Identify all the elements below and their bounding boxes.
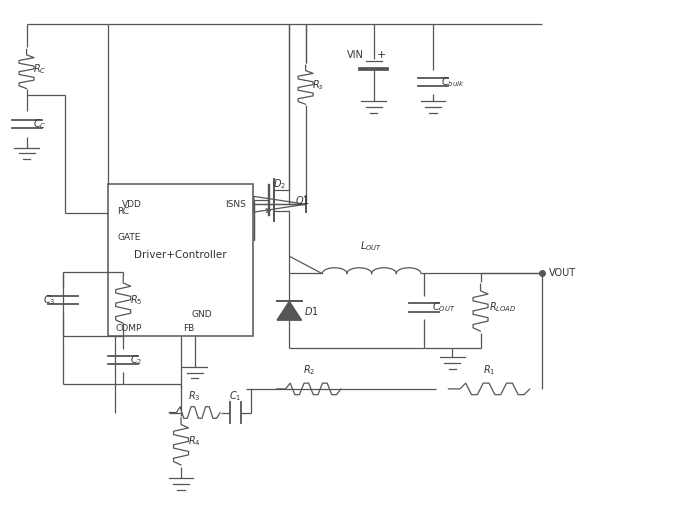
Text: $R_s$: $R_s$: [312, 78, 325, 92]
Text: RC: RC: [117, 207, 129, 216]
Text: $D1$: $D1$: [304, 305, 319, 317]
Text: $R_3$: $R_3$: [188, 389, 201, 403]
Text: $R_C$: $R_C$: [33, 62, 47, 76]
Text: $R_4$: $R_4$: [188, 434, 201, 448]
Text: $L_{OUT}$: $L_{OUT}$: [361, 239, 383, 252]
Text: $R_2$: $R_2$: [303, 363, 315, 377]
Text: COMP: COMP: [115, 324, 141, 333]
Text: $C_{bulk}$: $C_{bulk}$: [441, 75, 464, 89]
Text: FB: FB: [183, 324, 194, 333]
Bar: [108, 184, 252, 337]
Text: VIN: VIN: [346, 50, 364, 60]
Text: $C_3$: $C_3$: [42, 293, 55, 307]
Text: $C_C$: $C_C$: [33, 117, 47, 131]
Text: $Q1$: $Q1$: [295, 194, 310, 207]
Text: $C_{OUT}$: $C_{OUT}$: [432, 301, 456, 315]
Text: VDD: VDD: [122, 200, 142, 209]
Text: ISNS: ISNS: [225, 200, 246, 209]
Text: GND: GND: [191, 310, 212, 319]
Text: Driver+Controller: Driver+Controller: [134, 250, 226, 260]
Text: GATE: GATE: [117, 234, 140, 242]
Text: $R_5$: $R_5$: [130, 293, 143, 307]
Polygon shape: [277, 301, 301, 320]
Text: $R_{LOAD}$: $R_{LOAD}$: [489, 301, 516, 315]
Text: $C_1$: $C_1$: [229, 389, 241, 403]
Text: $D_2$: $D_2$: [273, 177, 286, 191]
Text: $R_1$: $R_1$: [483, 363, 495, 377]
Text: VOUT: VOUT: [548, 268, 576, 278]
Text: +: +: [377, 50, 387, 60]
Text: $C_2$: $C_2$: [130, 353, 143, 367]
